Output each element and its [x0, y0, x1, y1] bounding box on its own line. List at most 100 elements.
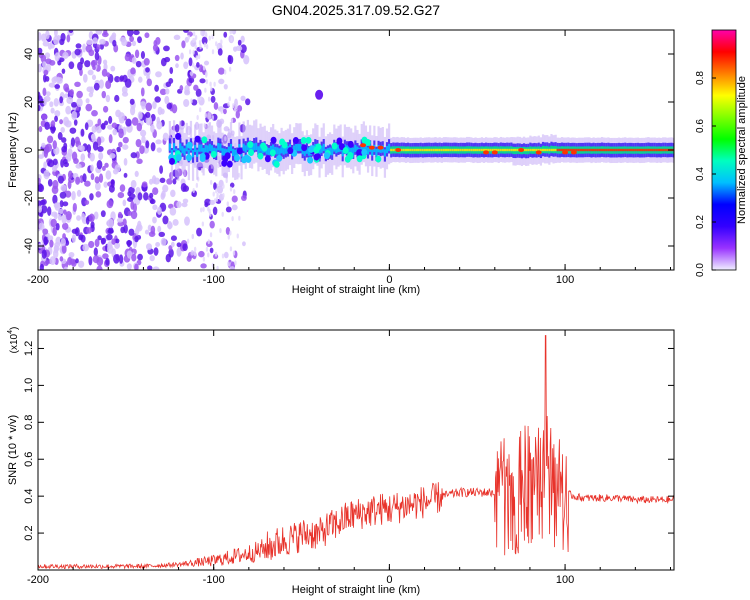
noise-speckle: [41, 142, 46, 148]
signal-core: [232, 148, 235, 156]
signal-peak: [531, 148, 534, 152]
signal-blob: [222, 155, 229, 163]
signal-peak: [438, 148, 441, 152]
noise-speckle: [61, 222, 69, 230]
signal-blob: [307, 156, 314, 164]
signal-peak: [419, 148, 422, 152]
noise-speckle: [209, 179, 213, 185]
signal-peak: [575, 148, 578, 152]
noise-speckle: [210, 86, 213, 92]
signal-peak: [600, 148, 604, 152]
signal-peak: [560, 148, 564, 152]
noise-speckle: [85, 103, 93, 112]
noise-speckle: [94, 238, 100, 248]
signal-peak: [434, 148, 437, 152]
noise-speckle: [50, 120, 56, 128]
snr-y-tick-label: 0.6: [23, 452, 35, 467]
noise-speckle: [170, 241, 175, 248]
signal-peak: [657, 148, 661, 152]
noise-speckle: [39, 263, 44, 270]
noise-speckle: [69, 127, 77, 134]
noise-speckle: [145, 115, 153, 126]
noise-speckle: [63, 266, 68, 270]
signal-peak: [501, 148, 505, 152]
noise-speckle: [197, 96, 200, 102]
noise-speckle: [62, 201, 69, 207]
noise-speckle: [152, 44, 159, 52]
noise-speckle: [63, 161, 69, 168]
noise-speckle: [53, 30, 58, 37]
noise-speckle: [38, 126, 43, 133]
noise-speckle: [183, 61, 189, 70]
noise-speckle: [126, 263, 132, 270]
noise-speckle: [64, 120, 72, 128]
noise-speckle: [60, 238, 66, 247]
noise-speckle: [180, 52, 184, 60]
noise-speckle: [38, 205, 43, 213]
noise-speckle: [104, 120, 109, 126]
noise-speckle: [134, 235, 139, 243]
noise-speckle: [121, 39, 128, 47]
noise-speckle: [215, 188, 218, 194]
noise-speckle: [101, 90, 107, 99]
signal-peak: [404, 148, 408, 152]
noise-speckle: [112, 39, 117, 47]
signal-core: [204, 144, 207, 153]
noise-speckle: [192, 62, 195, 68]
noise-speckle: [59, 96, 64, 104]
noise-speckle: [99, 38, 106, 45]
noise-speckle: [219, 228, 222, 234]
noise-speckle: [193, 84, 199, 91]
noise-speckle: [83, 73, 88, 83]
signal-core: [187, 149, 190, 158]
noise-speckle: [92, 141, 99, 151]
signal-peak: [512, 148, 515, 152]
noise-speckle: [91, 74, 97, 81]
noise-speckle: [235, 110, 240, 119]
noise-speckle: [107, 244, 114, 254]
noise-speckle: [196, 227, 203, 237]
noise-speckle: [229, 266, 236, 270]
noise-speckle: [152, 266, 160, 270]
noise-speckle: [59, 191, 67, 199]
noise-speckle: [77, 260, 85, 268]
signal-peak: [463, 148, 467, 152]
noise-speckle: [98, 79, 104, 89]
noise-speckle: [103, 181, 108, 188]
snr-y-tick-label: 1.0: [23, 378, 35, 393]
noise-speckle: [208, 35, 211, 41]
noise-speckle: [57, 132, 63, 141]
noise-speckle: [223, 31, 228, 38]
signal-blob: [336, 137, 343, 145]
signal-blob: [270, 136, 277, 144]
noise-speckle: [220, 108, 223, 114]
noise-speckle: [92, 255, 100, 264]
signal-peak: [569, 148, 572, 152]
noise-speckle: [53, 97, 59, 107]
noise-speckle: [158, 231, 166, 237]
noise-speckle: [212, 206, 218, 216]
noise-speckle: [215, 41, 218, 47]
noise-speckle: [96, 44, 101, 50]
noise-speckle: [235, 45, 243, 52]
noise-speckle: [201, 36, 208, 45]
signal-hotspot: [395, 148, 402, 152]
signal-peak: [474, 148, 477, 152]
signal-peak: [579, 148, 583, 152]
noise-speckle: [111, 238, 116, 245]
signal-core: [272, 144, 275, 152]
noise-speckle: [42, 228, 49, 235]
isolated-blob: [315, 89, 324, 100]
signal-peak: [573, 148, 576, 152]
signal-peak: [571, 148, 574, 152]
noise-speckle: [136, 122, 143, 132]
noise-speckle: [54, 245, 60, 252]
noise-speckle: [201, 221, 205, 227]
signal-core: [170, 149, 174, 158]
signal-core: [242, 143, 245, 151]
spectrogram-x-tick-label: -200: [27, 274, 49, 286]
signal-peak: [487, 148, 490, 152]
noise-speckle: [92, 65, 96, 71]
signal-core: [364, 144, 368, 152]
noise-speckle: [202, 256, 206, 262]
